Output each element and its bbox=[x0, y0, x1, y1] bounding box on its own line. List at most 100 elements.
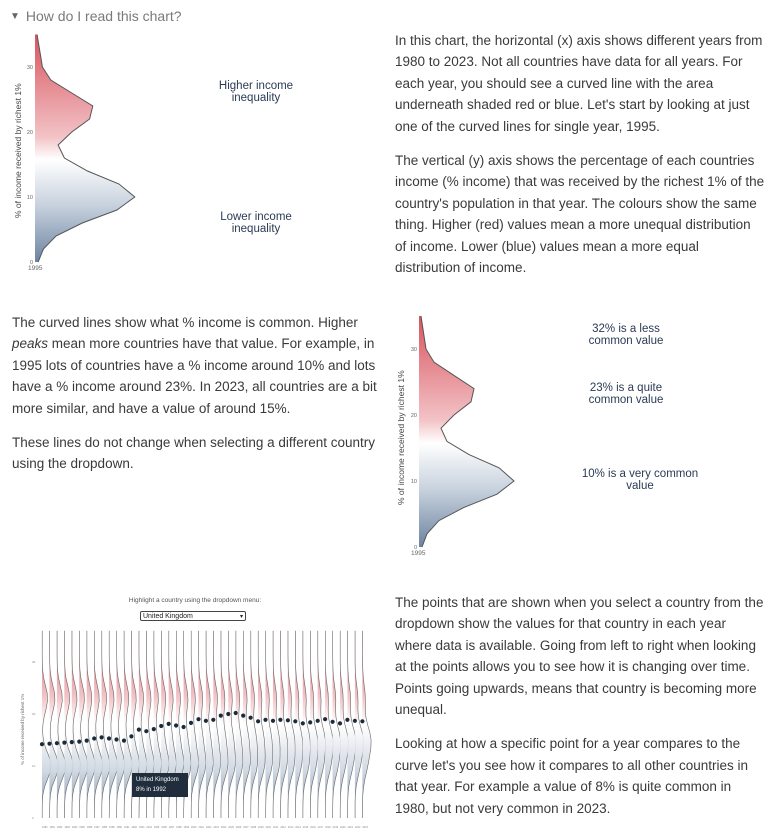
country-dropdown[interactable]: United Kingdom ▾ bbox=[140, 611, 246, 621]
x-tick-label: 2014 bbox=[295, 826, 301, 829]
ridge-area bbox=[243, 630, 251, 818]
ridge-area bbox=[42, 630, 51, 818]
data-point[interactable] bbox=[129, 734, 134, 739]
data-point[interactable] bbox=[218, 713, 223, 718]
data-point[interactable] bbox=[337, 721, 343, 726]
y-tick-label: 20 bbox=[27, 130, 33, 136]
data-point[interactable] bbox=[300, 721, 305, 726]
data-point[interactable] bbox=[203, 718, 208, 723]
data-point[interactable] bbox=[241, 713, 246, 718]
ridge-line bbox=[287, 630, 296, 818]
data-point[interactable] bbox=[345, 717, 350, 722]
paragraph-4: These lines do not change when selecting… bbox=[12, 435, 375, 472]
x-tick-label: 2021 bbox=[347, 826, 353, 829]
ridge-line bbox=[235, 630, 244, 818]
ridge-area bbox=[146, 630, 155, 818]
data-point[interactable] bbox=[69, 740, 74, 745]
ridge-line bbox=[228, 630, 236, 818]
panel2-density-area bbox=[419, 316, 514, 547]
annotation-23: 23% is a quite common value bbox=[588, 382, 664, 406]
data-point[interactable] bbox=[121, 738, 127, 743]
x-tick-label: 2005 bbox=[228, 826, 234, 829]
ridge-area bbox=[310, 630, 318, 818]
x-tick-label: 1980 bbox=[42, 826, 48, 829]
data-point[interactable] bbox=[285, 718, 290, 723]
data-point[interactable] bbox=[308, 720, 313, 725]
data-point[interactable] bbox=[181, 724, 186, 730]
triangle-down-icon: ▼ bbox=[10, 10, 20, 22]
data-point[interactable] bbox=[77, 739, 82, 744]
data-point[interactable] bbox=[84, 738, 89, 743]
ridge-area bbox=[131, 630, 140, 818]
data-point[interactable] bbox=[315, 718, 320, 723]
x-tick-label: 1981 bbox=[49, 826, 55, 829]
data-point[interactable] bbox=[270, 718, 276, 723]
data-point[interactable] bbox=[211, 717, 216, 722]
y-tick-label: 20 bbox=[32, 712, 36, 716]
data-point[interactable] bbox=[263, 717, 268, 722]
x-tick-label: 1982 bbox=[57, 826, 63, 829]
data-point[interactable] bbox=[323, 717, 328, 722]
y-tick-label: 30 bbox=[32, 660, 36, 664]
x-tick-label: 1997 bbox=[169, 826, 175, 829]
x-tick-label: 1986 bbox=[87, 826, 93, 829]
x-tick-label: 2006 bbox=[236, 826, 242, 829]
data-point[interactable] bbox=[166, 721, 171, 726]
data-point[interactable] bbox=[47, 741, 52, 746]
data-point[interactable] bbox=[136, 727, 141, 732]
data-point[interactable] bbox=[62, 740, 67, 745]
x-tick-label: 2017 bbox=[318, 826, 324, 829]
data-point[interactable] bbox=[330, 719, 335, 724]
ridge-line bbox=[116, 630, 126, 818]
panel3-ridgeline-chart: % of income received by richest 1% 0 10 20… bbox=[20, 630, 372, 829]
x-tick-label: 1993 bbox=[139, 826, 145, 829]
y-tick-label: 30 bbox=[27, 65, 33, 71]
data-point[interactable] bbox=[360, 719, 365, 724]
x-tick-label: 1989 bbox=[109, 826, 115, 829]
ridge-area bbox=[123, 630, 133, 818]
ridge-line bbox=[302, 630, 311, 818]
y-tick-label: 0 bbox=[414, 545, 417, 551]
chart-help-summary[interactable]: ▼ How do I read this chart? bbox=[10, 8, 182, 24]
ridge-line bbox=[220, 630, 229, 818]
data-point[interactable] bbox=[39, 742, 45, 747]
data-point[interactable] bbox=[99, 735, 104, 740]
y-tick-label: 0 bbox=[30, 260, 33, 266]
data-point[interactable] bbox=[92, 736, 97, 741]
data-point[interactable] bbox=[293, 719, 298, 724]
ridge-area bbox=[86, 630, 96, 818]
data-point[interactable] bbox=[226, 711, 231, 717]
data-point[interactable] bbox=[233, 710, 238, 716]
ridge-line bbox=[205, 630, 214, 818]
data-point[interactable] bbox=[188, 720, 194, 725]
ridge-line bbox=[272, 630, 281, 818]
ridge-area bbox=[109, 630, 118, 818]
ridge-area bbox=[280, 630, 288, 818]
x-tick-label: 2019 bbox=[333, 826, 339, 829]
dropdown-label: Highlight a country using the dropdown m… bbox=[128, 597, 262, 604]
data-point[interactable] bbox=[174, 723, 179, 728]
ridge-line bbox=[94, 630, 104, 819]
text-block-3: The points that are shown when you selec… bbox=[395, 592, 765, 819]
ridge-area bbox=[362, 630, 372, 818]
data-point[interactable] bbox=[352, 718, 357, 723]
tooltip: United Kingdom 8% in 1992 bbox=[132, 773, 188, 797]
paragraph-1: In this chart, the horizontal (x) axis s… bbox=[395, 33, 763, 134]
ridge-area bbox=[287, 630, 296, 818]
x-tick-label: 1983 bbox=[64, 826, 70, 829]
data-point[interactable] bbox=[54, 741, 60, 746]
data-point[interactable] bbox=[144, 729, 149, 734]
data-point[interactable] bbox=[256, 719, 261, 724]
data-point[interactable] bbox=[278, 717, 283, 722]
ridge-line bbox=[257, 630, 266, 818]
ridge-line bbox=[317, 630, 326, 818]
data-point[interactable] bbox=[248, 715, 253, 720]
data-point[interactable] bbox=[196, 717, 201, 722]
ridge-area bbox=[71, 630, 81, 818]
data-point[interactable] bbox=[151, 727, 156, 732]
paragraph-3: The curved lines show what % income is c… bbox=[12, 315, 377, 416]
paragraph-2: The vertical (y) axis shows the percenta… bbox=[395, 153, 765, 276]
data-point[interactable] bbox=[106, 736, 112, 741]
data-point[interactable] bbox=[159, 723, 164, 729]
data-point[interactable] bbox=[114, 737, 119, 742]
